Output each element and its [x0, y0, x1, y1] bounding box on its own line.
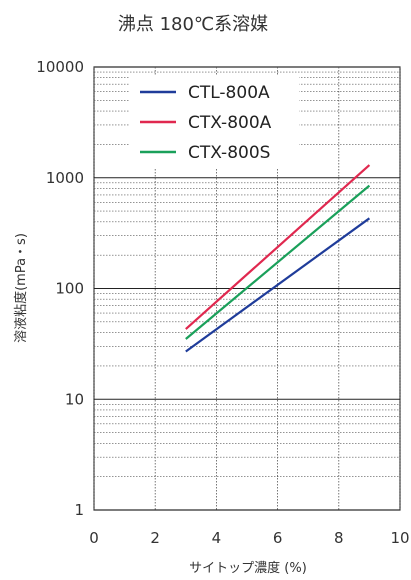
x-tick-label: 6	[273, 529, 283, 547]
legend: CTL-800A CTX-800A CTX-800S	[129, 76, 299, 168]
y-tick-label: 100	[55, 280, 84, 298]
y-tick-label: 10	[65, 390, 84, 408]
x-tick-label: 4	[212, 529, 222, 547]
grid-major	[93, 66, 401, 511]
series-line-ctx-800s	[185, 184, 371, 340]
y-tick-label: 1000	[46, 169, 84, 187]
x-tick-label: 2	[150, 529, 160, 547]
legend-label-ctx-800a: CTX-800A	[188, 113, 272, 133]
series-line-ctx-800a	[185, 164, 371, 330]
y-axis-label: 溶液粘度(mPa・s)	[13, 233, 29, 343]
legend-label-ctl-800a: CTL-800A	[188, 83, 270, 103]
y-tick-label: 10000	[36, 58, 84, 76]
x-axis-label: サイトップ濃度 (%)	[189, 560, 307, 576]
series-lines	[185, 164, 371, 353]
y-tick-labels: 1 10 100 1000 10000	[36, 58, 84, 519]
x-tick-labels: 0 2 4 6 8 10	[89, 529, 409, 547]
x-tick-label: 10	[390, 529, 409, 547]
x-tick-label: 0	[89, 529, 99, 547]
legend-label-ctx-800s: CTX-800S	[188, 143, 270, 163]
x-tick-label: 8	[334, 529, 344, 547]
y-tick-label: 1	[74, 501, 84, 519]
chart-title: 沸点 180℃系溶媒	[118, 14, 268, 35]
series-line-ctl-800a	[185, 217, 371, 353]
